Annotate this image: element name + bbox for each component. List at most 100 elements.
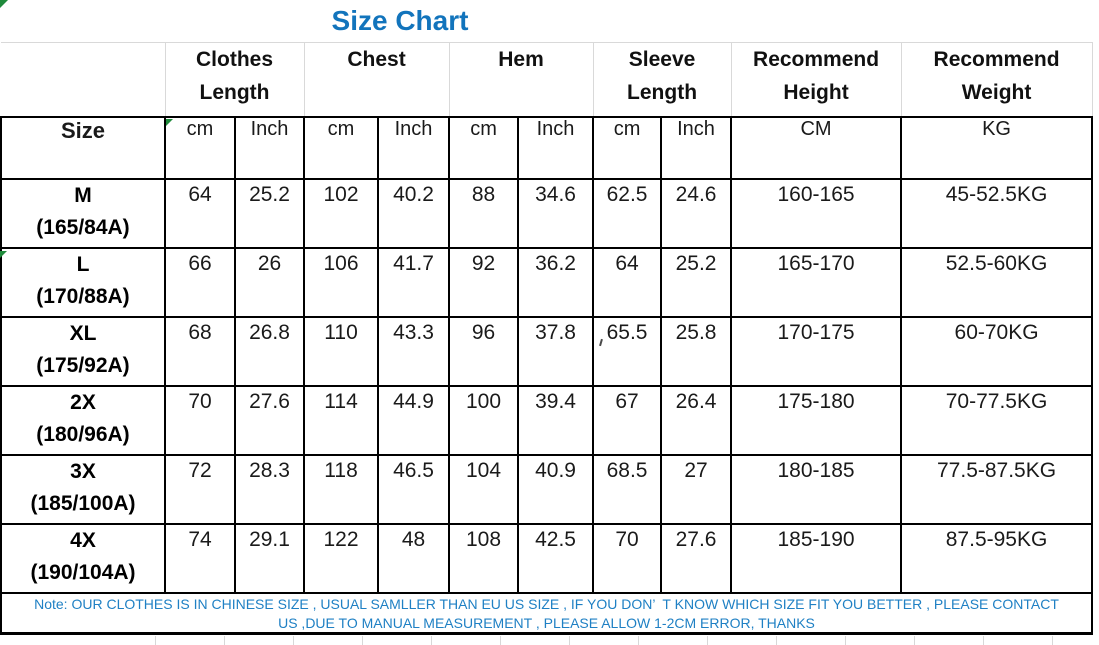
gridline [362, 636, 363, 645]
value-cell: 65.5 [592, 315, 663, 387]
size-fit: (170/88A) [36, 284, 130, 308]
group-header-hem: Hem [449, 42, 594, 117]
column-header-5-cm: cm [448, 115, 520, 180]
size-fit: (180/96A) [36, 422, 130, 446]
value-cell: 114 [303, 384, 380, 456]
value-cell: 122 [303, 522, 380, 594]
gridline [500, 636, 501, 645]
group-header-blank [1, 42, 166, 117]
value-cell: 26.8 [233, 315, 306, 387]
note-line-1: Note: OUR CLOTHES IS IN CHINESE SIZE , U… [34, 595, 1059, 612]
size-code: L [76, 252, 90, 276]
column-header-2-inch: Inch [233, 115, 306, 180]
column-header-10-kg: KG [900, 115, 1094, 180]
value-cell: 108 [448, 522, 520, 594]
value-cell: 29.1 [233, 522, 306, 594]
size-fit: (175/92A) [36, 353, 130, 377]
value-cell: 25.8 [660, 315, 733, 387]
value-cell: 40.2 [377, 177, 451, 249]
column-header-3-cm: cm [303, 115, 380, 180]
note-line-2: US ,DUE TO MANUAL MEASUREMENT , PLEASE A… [278, 614, 815, 631]
size-code: XL [69, 321, 97, 345]
column-header-8-inch: Inch [660, 115, 733, 180]
size-table: Clothes Length Chest Hem Sleeve Length Recom… [0, 42, 1094, 594]
value-cell: 27 [660, 453, 733, 525]
size-fit: (165/84A) [36, 215, 130, 239]
group-header-row: Clothes Length Chest Hem Sleeve Length Recom… [1, 42, 1093, 117]
table-row-l: L (170/88A) 66 26 106 41.7 92 36.2 64 25.2 165-170… [0, 246, 1094, 318]
value-cell: 96 [448, 315, 520, 387]
size-label-cell: L (170/88A) [0, 246, 166, 318]
value-cell: 106 [303, 246, 380, 318]
value-cell: 64 [164, 177, 236, 249]
value-cell: 118 [303, 453, 380, 525]
table-row-2x: 2X (180/96A) 70 27.6 114 44.9 100 39.4 67 26.4 175… [0, 384, 1094, 456]
column-header-7-cm: cm [592, 115, 663, 180]
value-cell: 68.5 [592, 453, 663, 525]
excel-error-indicator-icon [0, 0, 8, 8]
note-block: Note: OUR CLOTHES IS IN CHINESE SIZE , U… [0, 593, 1093, 635]
table-body: M (165/84A) 64 25.2 102 40.2 88 34.6 62.5 24.6 160… [0, 177, 1094, 594]
value-cell: 52.5-60KG [900, 246, 1094, 318]
value-cell: 60-70KG [900, 315, 1094, 387]
value-cell: 28.3 [233, 453, 306, 525]
excel-error-indicator-icon [166, 119, 173, 126]
value-cell: 185-190 [730, 522, 903, 594]
value-cell: 44.9 [377, 384, 451, 456]
size-label-cell: XL (175/92A) [0, 315, 166, 387]
value-cell: 170-175 [730, 315, 903, 387]
value-cell: 68 [164, 315, 236, 387]
group-header-sleeve-length: Sleeve Length [593, 42, 732, 117]
value-cell: 25.2 [233, 177, 306, 249]
size-label-cell: 2X (180/96A) [0, 384, 166, 456]
size-label-cell: M (165/84A) [0, 177, 166, 249]
column-header-0-size: Size [0, 115, 166, 180]
size-code: M [74, 183, 92, 207]
value-cell: 87.5-95KG [900, 522, 1094, 594]
size-code: 2X [70, 390, 96, 414]
value-cell: 74 [164, 522, 236, 594]
value-cell: 46.5 [377, 453, 451, 525]
table-row-m: M (165/84A) 64 25.2 102 40.2 88 34.6 62.5 24.6 160… [0, 177, 1094, 249]
value-cell: 160-165 [730, 177, 903, 249]
column-header-9-cm: CM [730, 115, 903, 180]
column-header-1-cm: cm [164, 115, 236, 180]
value-cell: 42.5 [517, 522, 595, 594]
value-cell: 27.6 [660, 522, 733, 594]
value-cell: 180-185 [730, 453, 903, 525]
table-row-3x: 3X (185/100A) 72 28.3 118 46.5 104 40.9 68.5 27 18… [0, 453, 1094, 525]
value-cell: 26 [233, 246, 306, 318]
value-cell: 26.4 [660, 384, 733, 456]
gridline [776, 636, 777, 645]
value-cell: 24.6 [660, 177, 733, 249]
size-code: 3X [70, 459, 96, 483]
value-cell: 48 [377, 522, 451, 594]
gridline [1052, 636, 1053, 645]
value-cell: 66 [164, 246, 236, 318]
size-fit: (185/100A) [30, 491, 136, 515]
value-cell: 70-77.5KG [900, 384, 1094, 456]
group-header-recommend-weight: Recommend Weight [901, 42, 1093, 117]
size-fit: (190/104A) [30, 560, 136, 584]
size-code: 4X [70, 528, 96, 552]
gridline [155, 636, 156, 645]
value-cell: 175-180 [730, 384, 903, 456]
gridline [983, 636, 984, 645]
value-cell: 110 [303, 315, 380, 387]
value-cell: 37.8 [517, 315, 595, 387]
value-cell: 36.2 [517, 246, 595, 318]
value-cell: 102 [303, 177, 380, 249]
gridline [845, 636, 846, 645]
value-cell: 88 [448, 177, 520, 249]
table-row-4x: 4X (190/104A) 74 29.1 122 48 108 42.5 70 27.6 185-… [0, 522, 1094, 594]
value-cell: 62.5 [592, 177, 663, 249]
column-header-4-inch: Inch [377, 115, 451, 180]
value-cell: 67 [592, 384, 663, 456]
value-cell: 27.6 [233, 384, 306, 456]
spreadsheet-gridlines [0, 636, 1099, 645]
size-label-cell: 4X (190/104A) [0, 522, 166, 594]
value-cell: 100 [448, 384, 520, 456]
size-label-cell: 3X (185/100A) [0, 453, 166, 525]
gridline [914, 636, 915, 645]
